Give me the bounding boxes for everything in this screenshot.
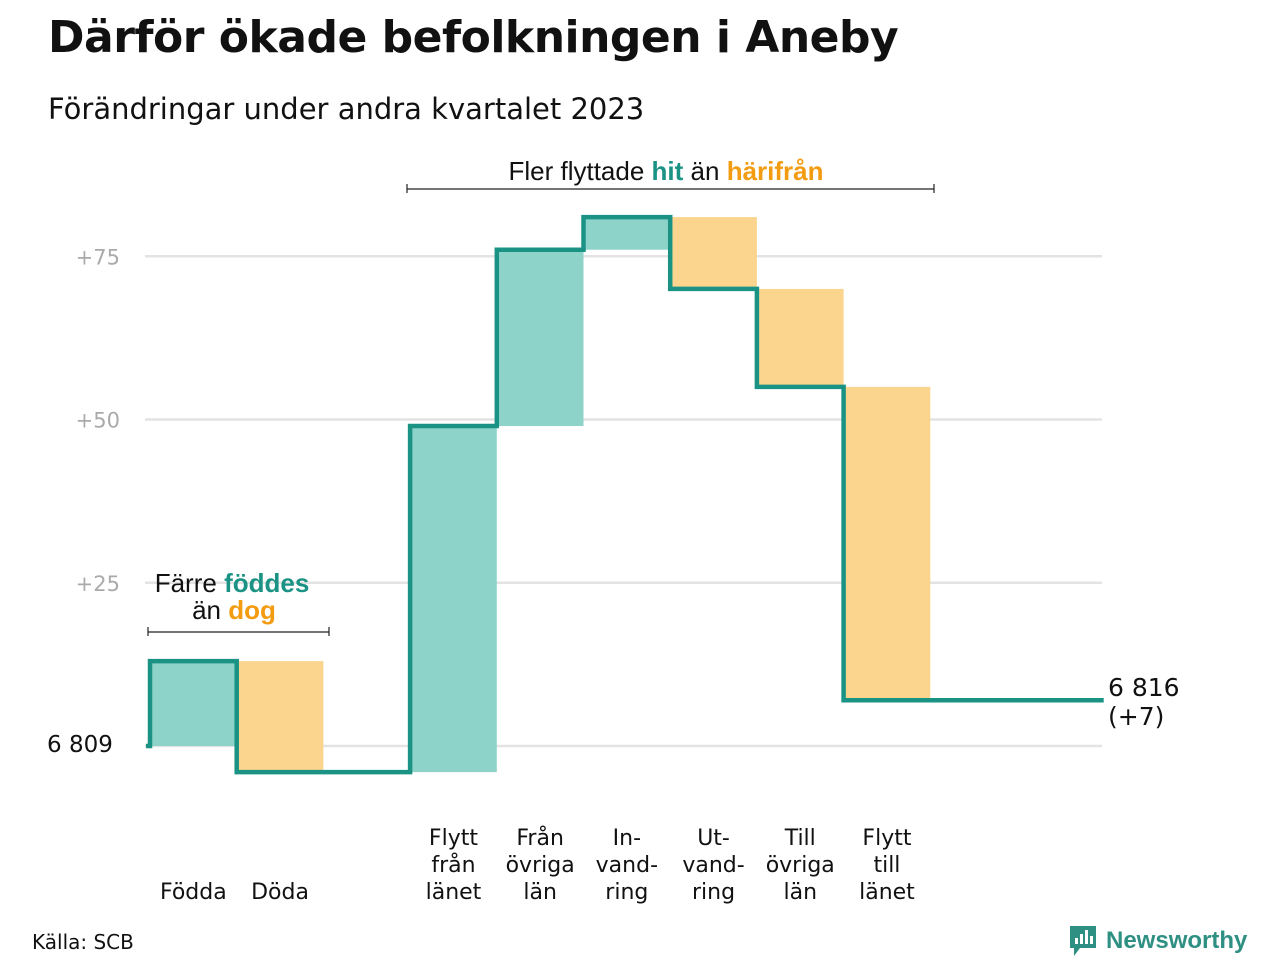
decrease-bar [236,661,324,773]
source-note: Källa: SCB [32,930,134,954]
y-tick-label: +75 [76,245,120,269]
newsworthy-logo-icon [1070,926,1096,956]
y-tick-labels: +25 +50 +75 [76,245,120,596]
category-labels: Födda Döda Flytt från länet Från övriga län In-v… [160,825,915,905]
brand-logo: Newsworthy [1068,924,1247,958]
annotation-births-deaths: Färre föddes än dog [147,568,330,636]
increase-bar [583,217,671,250]
baseline-label: 6 809 [47,732,113,758]
annotation-top-text: Fler flyttade hit än härifrån [508,156,823,186]
annotation-line-2: än dog [192,595,276,625]
bars [150,217,931,773]
y-tick-label: +50 [76,409,120,433]
end-value-label: 6 816 [1108,673,1180,702]
category-label: Flytt till länet [859,826,915,905]
annotation-migration: Fler flyttade hit än härifrån [406,156,935,193]
category-label: Flytt från länet [426,826,482,905]
category-label: Döda [251,880,309,905]
running-total-line [146,214,1104,775]
category-label: Från övriga län [506,825,575,905]
decrease-bar [756,288,844,387]
category-label: Ut-vand-ring [682,826,744,905]
brand-name: Newsworthy [1106,927,1248,954]
increase-bar [150,661,237,746]
chart-title: Därför ökade befolkningen i Aneby [48,12,899,63]
category-label: Till övriga län [766,826,835,905]
category-label: Födda [160,880,227,905]
category-label: In-vand-ring [596,826,658,905]
chart-subtitle: Förändringar under andra kvartalet 2023 [48,92,645,126]
annotation-bracket-left [147,627,330,636]
increase-bar [410,426,497,773]
increase-bar [496,249,584,427]
y-tick-label: +25 [76,572,120,596]
decrease-bar [843,386,931,701]
annotation-bracket-top [406,184,935,193]
decrease-bar [670,217,757,289]
annotation-line-1: Färre föddes [155,568,310,598]
end-change-label: (+7) [1108,702,1164,731]
